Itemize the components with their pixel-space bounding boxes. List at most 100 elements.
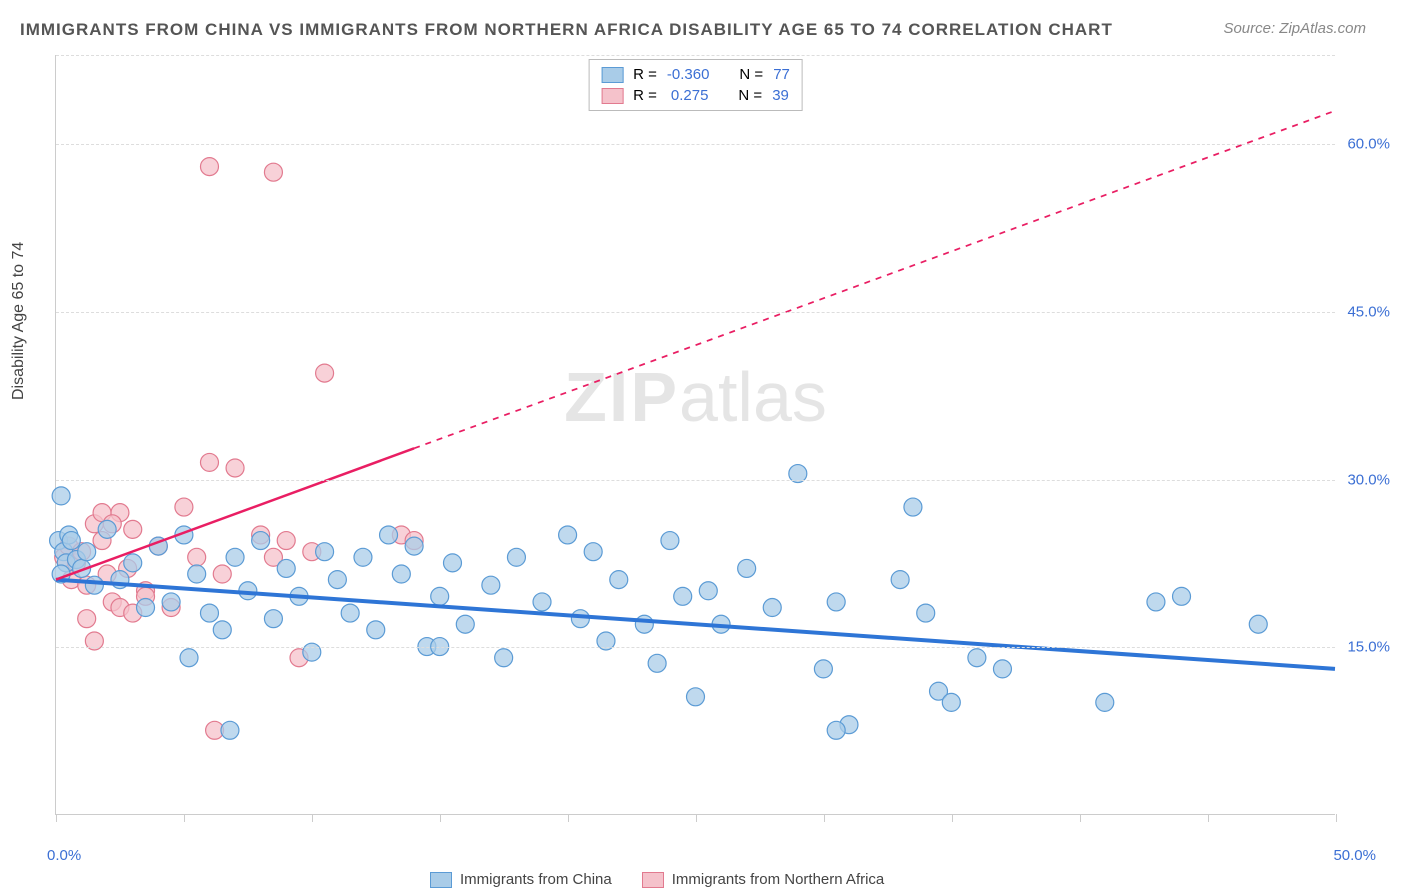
data-point xyxy=(264,163,282,181)
data-point xyxy=(200,604,218,622)
data-point xyxy=(917,604,935,622)
legend-item-china: Immigrants from China xyxy=(430,871,612,888)
data-point xyxy=(814,660,832,678)
data-point xyxy=(252,532,270,550)
data-point xyxy=(221,721,239,739)
data-point xyxy=(687,688,705,706)
legend-row-china: R = -0.360 N = 77 xyxy=(601,64,790,85)
data-point xyxy=(942,693,960,711)
y-tick-label: 30.0% xyxy=(1347,471,1390,488)
data-point xyxy=(405,537,423,555)
data-point xyxy=(891,571,909,589)
x-tick xyxy=(568,814,569,822)
data-point xyxy=(738,559,756,577)
data-point xyxy=(354,548,372,566)
data-point xyxy=(277,532,295,550)
x-tick-label-50: 50.0% xyxy=(1333,847,1376,864)
legend-swatch-china-bottom xyxy=(430,872,452,888)
data-point xyxy=(78,543,96,561)
chart-container: IMMIGRANTS FROM CHINA VS IMMIGRANTS FROM… xyxy=(0,0,1406,892)
x-tick-label-0: 0.0% xyxy=(47,847,81,864)
data-point xyxy=(533,593,551,611)
x-tick xyxy=(440,814,441,822)
data-point xyxy=(648,654,666,672)
data-point xyxy=(1249,615,1267,633)
data-point xyxy=(316,543,334,561)
data-point xyxy=(124,520,142,538)
data-point xyxy=(213,621,231,639)
data-point xyxy=(392,565,410,583)
data-point xyxy=(904,498,922,516)
x-tick xyxy=(1336,814,1337,822)
data-point xyxy=(443,554,461,572)
gridline-h xyxy=(56,312,1335,313)
x-tick xyxy=(184,814,185,822)
data-point xyxy=(1147,593,1165,611)
data-point xyxy=(124,554,142,572)
data-point xyxy=(328,571,346,589)
x-tick xyxy=(312,814,313,822)
data-point xyxy=(188,565,206,583)
legend-correlation: R = -0.360 N = 77 R = 0.275 N = 39 xyxy=(588,59,803,111)
data-point xyxy=(52,487,70,505)
data-point xyxy=(303,643,321,661)
legend-row-nafrica: R = 0.275 N = 39 xyxy=(601,85,790,106)
legend-item-nafrica: Immigrants from Northern Africa xyxy=(642,871,885,888)
data-point xyxy=(482,576,500,594)
source-attribution: Source: ZipAtlas.com xyxy=(1223,20,1366,37)
data-point xyxy=(175,498,193,516)
x-tick xyxy=(952,814,953,822)
data-point xyxy=(495,649,513,667)
data-point xyxy=(162,593,180,611)
x-tick xyxy=(824,814,825,822)
legend-series: Immigrants from China Immigrants from No… xyxy=(430,871,884,888)
data-point xyxy=(78,610,96,628)
data-point xyxy=(367,621,385,639)
data-point xyxy=(827,721,845,739)
x-tick xyxy=(56,814,57,822)
data-point xyxy=(226,548,244,566)
data-point xyxy=(827,593,845,611)
data-point xyxy=(137,599,155,617)
chart-title: IMMIGRANTS FROM CHINA VS IMMIGRANTS FROM… xyxy=(20,20,1113,40)
trend-line-extrapolated xyxy=(414,111,1335,449)
gridline-h xyxy=(56,144,1335,145)
data-point xyxy=(674,587,692,605)
data-point xyxy=(277,559,295,577)
data-point xyxy=(85,576,103,594)
y-axis-label: Disability Age 65 to 74 xyxy=(10,242,28,400)
data-point xyxy=(200,453,218,471)
legend-swatch-nafrica-bottom xyxy=(642,872,664,888)
data-point xyxy=(1173,587,1191,605)
data-point xyxy=(968,649,986,667)
data-point xyxy=(431,587,449,605)
data-point xyxy=(62,532,80,550)
data-point xyxy=(316,364,334,382)
data-point xyxy=(180,649,198,667)
x-tick xyxy=(696,814,697,822)
x-tick xyxy=(1208,814,1209,822)
chart-svg xyxy=(56,55,1335,814)
y-tick-label: 60.0% xyxy=(1347,136,1390,153)
data-point xyxy=(341,604,359,622)
legend-swatch-nafrica xyxy=(601,88,623,104)
legend-swatch-china xyxy=(601,67,623,83)
x-tick xyxy=(1080,814,1081,822)
data-point xyxy=(456,615,474,633)
data-point xyxy=(993,660,1011,678)
data-point xyxy=(200,158,218,176)
data-point xyxy=(763,599,781,617)
data-point xyxy=(226,459,244,477)
data-point xyxy=(507,548,525,566)
data-point xyxy=(98,520,116,538)
data-point xyxy=(559,526,577,544)
data-point xyxy=(188,548,206,566)
data-point xyxy=(1096,693,1114,711)
data-point xyxy=(635,615,653,633)
data-point xyxy=(571,610,589,628)
gridline-h xyxy=(56,647,1335,648)
data-point xyxy=(380,526,398,544)
plot-area: ZIPatlas R = -0.360 N = 77 R = 0.275 N =… xyxy=(55,55,1335,815)
gridline-h xyxy=(56,480,1335,481)
data-point xyxy=(213,565,231,583)
